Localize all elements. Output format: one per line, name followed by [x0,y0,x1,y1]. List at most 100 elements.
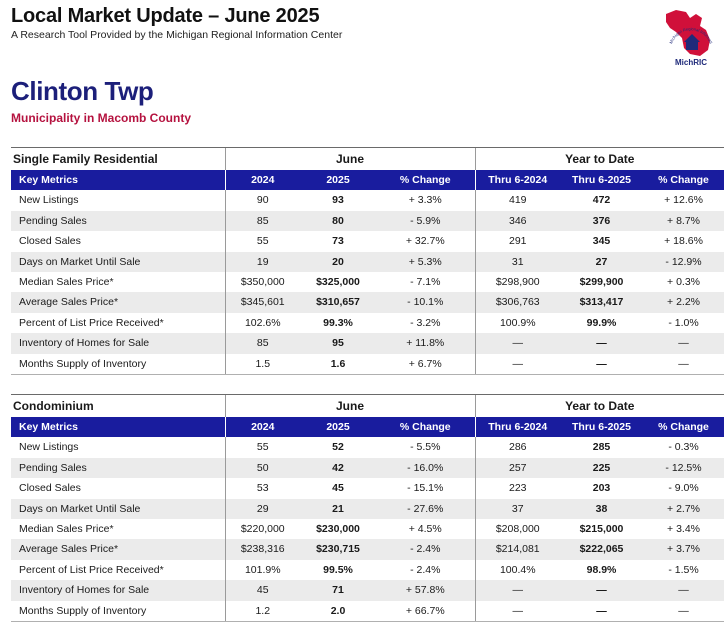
table-cell: 98.9% [586,563,617,576]
section-title: Condominium [11,394,225,417]
column-header: 2024 [224,170,300,191]
table-row: Closed Sales 55 73 + 32.7% 291 345 + 18.6% [11,231,724,252]
table-cell: 223 [474,478,560,499]
table-cell: + 4.5% [408,523,442,536]
table-cell: + 0.3% [667,276,700,289]
table-cell: — [643,580,725,601]
table-cell: — [560,353,643,376]
table-cell: 291 [474,231,560,252]
table-cell: - 7.1% [410,276,441,289]
report-subtitle: A Research Tool Provided by the Michigan… [11,29,343,41]
table-cell: 100.9% [474,312,560,334]
house-icon [684,34,700,50]
table-cell: 472 [592,194,611,207]
metric-label: Inventory of Homes for Sale [11,580,225,601]
table-cell: $345,601 [224,292,300,313]
metric-label: Months Supply of Inventory [11,600,225,623]
metric-label: Percent of List Price Received* [19,316,164,329]
table-row: Months Supply of Inventory 1.2 2.0 + 66.7% —… [11,600,725,623]
table-cell: $214,081 [474,539,560,560]
table-cell: — [560,580,643,601]
table-cell: $222,065 [560,539,643,560]
table-cell: + 2.2% [643,292,725,313]
table-cell: + 8.7% [643,210,725,232]
column-header: Thru 6-2024 [474,417,560,438]
column-header-row: Key Metrics 2024 2025% Change Thru 6-2024 Th… [11,417,725,438]
table-row: Days on Market Until Sale 19 20 + 5.3% 31 27-… [11,251,725,273]
metrics-table-condominium: Condominium June Year to Date Key Metrics 20… [11,394,725,623]
table-cell: - 27.6% [376,498,475,520]
column-header: % Change [643,170,725,191]
table-cell: $350,000 [224,272,300,293]
column-header-row: Key Metrics 2024 2025% Change Thru 6-2024 Th… [11,170,725,191]
table-cell: — [474,600,560,623]
table-row: Median Sales Price* $220,000 $230,000 + 4.5… [11,519,724,540]
table-cell: 45 [224,580,300,601]
table-cell: + 57.8% [376,580,475,601]
metric-label: Pending Sales [11,210,225,232]
table-cell: - 2.4% [410,563,441,576]
table-cell: — [560,600,643,623]
table-cell: 71 [300,580,376,601]
table-cell: 52 [332,441,344,454]
metrics-table-single-family: Single Family Residential June Year to Dat… [11,147,725,376]
metric-label: New Listings [19,441,79,454]
table-cell: 99.3% [323,316,353,329]
table-cell: 1.5 [224,353,300,376]
table-cell: 37 [474,498,560,520]
table-row: Pending Sales 50 42- 16.0% 257 225- 12.5% [11,457,725,479]
table-cell: 257 [474,457,560,479]
table-cell: + 2.7% [643,498,725,520]
group-header-month: June [224,147,475,170]
table-row: Percent of List Price Received* 102.6% 99.… [11,312,724,334]
table-cell: 286 [474,437,560,458]
metric-label: Median Sales Price* [19,276,114,289]
table-cell: - 1.0% [668,316,699,329]
table-cell: 99.9% [586,316,617,329]
table-cell: 90 [224,190,300,211]
table-cell: - 12.9% [643,251,725,273]
metric-label: Days on Market Until Sale [11,251,225,273]
table-cell: - 9.0% [668,482,699,495]
metric-label: Median Sales Price* [19,523,114,536]
michric-logo: Michigan Regional Information Center [660,4,714,56]
table-cell: 27 [560,251,643,273]
column-header: 2024 [224,417,300,438]
table-cell: - 2.4% [376,539,475,560]
table-row: Average Sales Price* $238,316 $230,715- 2.… [11,539,725,560]
table-cell: 85 [224,210,300,232]
table-cell: — [643,353,725,376]
table-cell: 50 [224,457,300,479]
table-row: Average Sales Price* $345,601 $310,657- 10… [11,292,725,313]
table-cell: + 3.3% [408,194,442,207]
table-cell: 38 [560,498,643,520]
table-cell: 55 [224,437,300,458]
table-cell: 1.6 [300,353,376,376]
table-cell: $306,763 [474,292,560,313]
table-cell: 376 [560,210,643,232]
michigan-map-icon [666,10,710,56]
metric-label: Days on Market Until Sale [11,498,225,520]
column-header: Thru 6-2025 [560,417,643,438]
table-cell: + 18.6% [664,235,703,248]
table-cell: 100.4% [474,559,560,581]
table-cell: $325,000 [316,276,360,289]
group-header-ytd: Year to Date [474,147,725,170]
table-cell: + 3.4% [667,523,700,536]
table-cell: - 3.2% [410,316,441,329]
county-label: Municipality in Macomb County [11,111,192,125]
table-cell: - 10.1% [376,292,475,313]
table-cell: 45 [332,482,344,495]
table-cell: 53 [224,478,300,499]
table-cell: + 3.7% [643,539,725,560]
metric-label: Inventory of Homes for Sale [11,333,225,354]
table-row: Inventory of Homes for Sale 85 95 + 11.8% — —… [11,333,725,354]
table-cell: — [474,580,560,601]
table-cell: + 5.3% [376,251,475,273]
table-cell: — [560,333,643,354]
table-cell: + 66.7% [376,600,475,623]
table-cell: 419 [474,190,560,211]
table-cell: 225 [560,457,643,479]
metric-label: Average Sales Price* [11,292,225,313]
table-cell: — [643,600,725,623]
